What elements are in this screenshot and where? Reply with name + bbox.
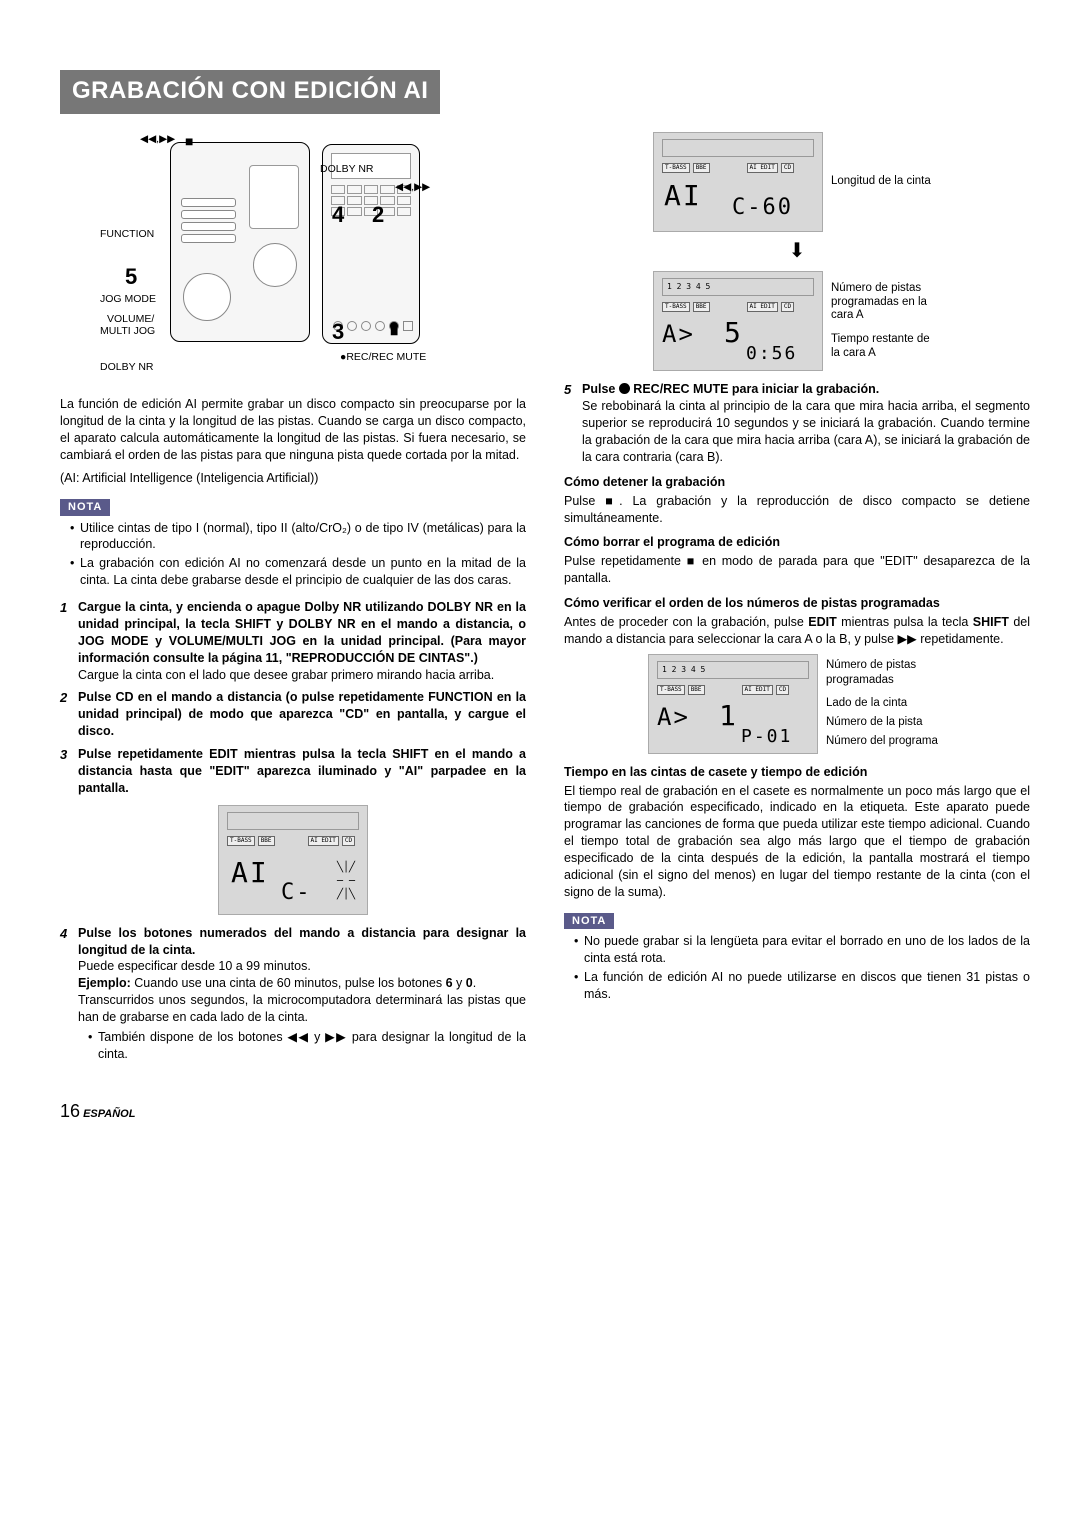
- annot-tape-side: Lado de la cinta: [826, 696, 946, 711]
- dolbynr-label: DOLBY NR: [320, 162, 374, 176]
- nota2-item-b: La función de edición AI no puede utiliz…: [574, 969, 1030, 1003]
- jogmode-label: JOG MODE: [100, 292, 156, 306]
- callout-3: 3: [332, 317, 344, 347]
- step-4-b2: Cuando use una cinta de 60 minutos, puls…: [131, 976, 446, 990]
- annot-track-num: Número de la pista: [826, 715, 946, 730]
- lcd2a-val: C-60: [732, 193, 793, 223]
- record-icon: [619, 383, 630, 394]
- step-4-c: Transcurridos unos segundos, la microcom…: [78, 993, 526, 1024]
- heading-clear: Cómo borrar el programa de edición: [564, 534, 1030, 551]
- left-column: ◀◀,▶▶ ■ FUNCTION 5 JOG MODE VOLUME/ MULT…: [60, 132, 526, 1078]
- heading-stop: Cómo detener la grabación: [564, 474, 1030, 491]
- right-column: T-BASSBBEAI EDITCD AI C-60 Longitud de l…: [564, 132, 1030, 1078]
- step-3-heading: Pulse repetidamente EDIT mientras pulsa …: [78, 747, 526, 795]
- step-1-heading: Cargue la cinta, y encienda o apague Dol…: [78, 600, 526, 665]
- step-4-b3: 6: [446, 976, 453, 990]
- lcd-pair-top: T-BASSBBEAI EDITCD AI C-60 Longitud de l…: [564, 132, 1030, 371]
- para-time: El tiempo real de grabación en el casete…: [564, 783, 1030, 901]
- rec-label: ●REC/REC MUTE: [340, 350, 426, 364]
- stop-label: ■: [185, 132, 193, 151]
- nota2-item-a: No puede grabar si la lengüeta para evit…: [574, 933, 1030, 967]
- step-4-ejemplo: Ejemplo:: [78, 976, 131, 990]
- nota-badge: NOTA: [60, 499, 110, 516]
- lcd2b-ax: A>: [662, 318, 695, 350]
- nota1-item-b: La grabación con edición AI no comenzará…: [70, 555, 526, 589]
- lcd-display-1: T-BASSBBEAI EDITCD AI C- ╲│╱─ ─╱│╲: [218, 805, 368, 915]
- annot-track-count: Número de pistas programadas en la cara …: [831, 282, 941, 323]
- page-number: 16: [60, 1101, 80, 1121]
- step-4-d: También dispone de los botones ◀◀ y ▶▶ p…: [88, 1029, 526, 1063]
- step-2-heading: Pulse CD en el mando a distancia (o puls…: [78, 690, 526, 738]
- step-3-number: 3: [60, 746, 78, 797]
- step-1-number: 1: [60, 599, 78, 683]
- step-5-number: 5: [564, 381, 582, 465]
- callout-2: 2: [372, 200, 384, 230]
- function-label: FUNCTION: [100, 227, 154, 241]
- intro-paragraph: La función de edición AI permite grabar …: [60, 396, 526, 464]
- annot-prog-tracks: Número de pistas programadas: [826, 658, 946, 688]
- lcd2b-time: 0:56: [746, 342, 797, 366]
- annot-prog-num: Número del programa: [826, 734, 946, 749]
- step-4-b5: 0: [466, 976, 473, 990]
- intro-ai-def: (AI: Artificial Intelligence (Inteligenc…: [60, 470, 526, 487]
- dolbynr2-label: DOLBY NR: [100, 360, 154, 374]
- rev2-label: ◀◀,▶▶: [395, 180, 430, 194]
- nota-list-1: Utilice cintas de tipo I (normal), tipo …: [60, 520, 526, 590]
- lcd2a-ai: AI: [664, 177, 702, 215]
- lcd1-ai: AI: [231, 854, 269, 892]
- nota-list-2: No puede grabar si la lengüeta para evit…: [564, 933, 1030, 1003]
- step-1-sub: Cargue la cinta con el lado que desee gr…: [78, 668, 494, 682]
- lcd-display-2a: T-BASSBBEAI EDITCD AI C-60: [653, 132, 823, 232]
- annot-tape-length: Longitud de la cinta: [831, 175, 941, 189]
- page-footer: 16 ESPAÑOL: [60, 1099, 1030, 1123]
- callout-4: 4: [332, 200, 344, 230]
- para-clear: Pulse repetidamente ■ en modo de parada …: [564, 553, 1030, 587]
- lcd-display-2b: 1 2 3 4 5 T-BASSBBEAI EDITCD A> 5 0:56: [653, 271, 823, 371]
- lcd3-ax: A>: [657, 701, 690, 733]
- step-5-mid: REC/REC MUTE para iniciar la grabación.: [630, 382, 879, 396]
- stop2-label: ■: [390, 322, 398, 341]
- device-diagram: ◀◀,▶▶ ■ FUNCTION 5 JOG MODE VOLUME/ MULT…: [60, 132, 420, 352]
- lcd-display-3: 1 2 3 4 5 T-BASSBBEAI EDITCD A> 1 P-01: [648, 654, 818, 754]
- heading-time: Tiempo en las cintas de casete y tiempo …: [564, 764, 1030, 781]
- nota-badge-2: NOTA: [564, 913, 614, 930]
- down-arrow-icon: ⬇: [789, 238, 806, 265]
- page-language: ESPAÑOL: [83, 1108, 135, 1120]
- step-4-heading: Pulse los botones numerados del mando a …: [78, 926, 526, 957]
- step-5-pre: Pulse: [582, 382, 619, 396]
- lcd3-prog: P-01: [741, 725, 792, 749]
- section-banner: GRABACIÓN CON EDICIÓN AI: [60, 70, 440, 114]
- step-2-number: 2: [60, 689, 78, 740]
- heading-check: Cómo verificar el orden de los números d…: [564, 595, 1030, 612]
- lcd1-c: C-: [281, 878, 312, 908]
- step-4-b6: .: [473, 976, 476, 990]
- step-4-b4: y: [453, 976, 466, 990]
- annot-remaining-time: Tiempo restante de la cara A: [831, 333, 941, 361]
- para-check: Antes de proceder con la grabación, puls…: [564, 614, 1030, 648]
- step-4-number: 4: [60, 925, 78, 1073]
- lcd3-one: 1: [719, 697, 738, 735]
- para-stop: Pulse ■. La grabación y la reproducción …: [564, 493, 1030, 527]
- rev-label: ◀◀,▶▶: [140, 132, 175, 146]
- step-5-body: Se rebobinará la cinta al principio de l…: [582, 399, 1030, 464]
- multijog-label: MULTI JOG: [100, 324, 155, 338]
- step-4-a: Puede especificar desde 10 a 99 minutos.: [78, 959, 311, 973]
- lcd2b-five: 5: [724, 314, 743, 352]
- callout-5: 5: [125, 262, 137, 292]
- nota1-item-a: Utilice cintas de tipo I (normal), tipo …: [70, 520, 526, 554]
